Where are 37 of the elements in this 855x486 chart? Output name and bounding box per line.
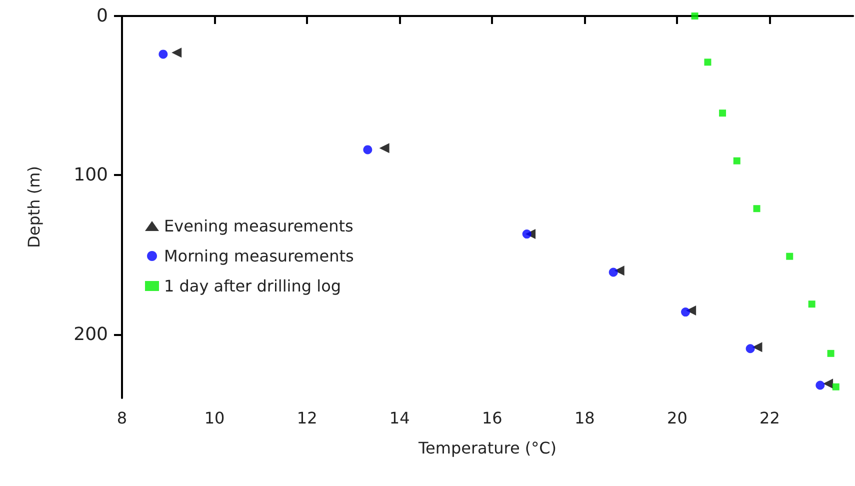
x-tick-label: 12 [296, 408, 318, 428]
x-tick-label: 14 [389, 408, 410, 428]
point [816, 380, 825, 390]
point [832, 383, 840, 390]
x-axis-title: Temperature (°C) [417, 438, 557, 458]
point [681, 308, 690, 317]
point [158, 50, 168, 59]
point [753, 205, 760, 212]
x-tick-label: 22 [760, 408, 780, 428]
y-tick-label: 200 [74, 324, 108, 345]
legend-label: Morning measurements [164, 246, 354, 266]
x-tick-label: 8 [116, 408, 128, 428]
point [614, 266, 624, 276]
point [746, 344, 755, 354]
y-tick-label: 100 [74, 164, 108, 186]
point [733, 157, 740, 164]
legend-label: 1 day after drilling log [164, 276, 342, 296]
x-tick-label: 20 [667, 408, 688, 428]
point [691, 12, 698, 20]
point [704, 58, 712, 66]
point [752, 342, 762, 352]
y-tick-label: 0 [96, 6, 108, 26]
point [172, 48, 182, 58]
point [786, 252, 794, 260]
point [379, 143, 390, 154]
point [827, 350, 834, 357]
point [608, 268, 618, 277]
point [823, 378, 834, 389]
point [522, 230, 532, 239]
point [808, 300, 816, 308]
x-tick-label: 10 [204, 408, 225, 428]
y-axis-title: Depth (m) [24, 166, 44, 248]
point [363, 145, 372, 154]
x-tick-label: 16 [482, 408, 502, 428]
point [719, 110, 726, 117]
legend-label: Evening measurements [164, 216, 354, 236]
x-tick-label: 18 [574, 408, 595, 428]
